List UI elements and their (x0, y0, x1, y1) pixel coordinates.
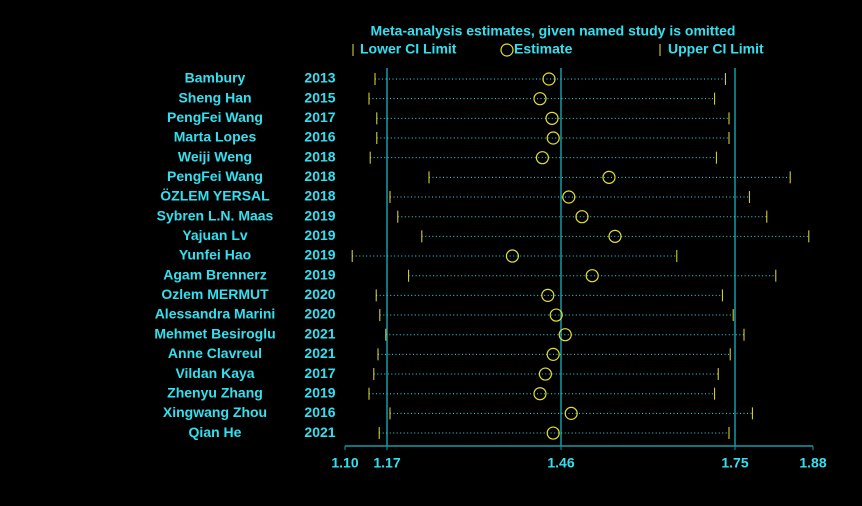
x-tick-label: 1.88 (799, 455, 826, 471)
legend-upper-label: Upper CI Limit (668, 41, 764, 57)
estimate (545, 111, 559, 125)
study-year: 2017 (304, 365, 335, 381)
x-tick-label: 1.75 (721, 455, 748, 471)
legend-estimate-label: Estimate (514, 41, 573, 57)
estimate (585, 269, 599, 283)
estimate (533, 387, 547, 401)
study-year: 2020 (304, 286, 335, 302)
study-name: PengFei Wang (167, 109, 263, 125)
study-name: ÖZLEM YERSAL (160, 188, 270, 204)
estimate (562, 190, 576, 204)
estimate (608, 229, 622, 243)
legend-estimate-mark (500, 43, 514, 57)
study-name: Sybren L.N. Maas (157, 207, 274, 223)
study-year: 2017 (304, 109, 335, 125)
study-name: PengFei Wang (167, 168, 263, 184)
estimate (542, 72, 556, 86)
estimate (535, 151, 550, 165)
study-year: 2020 (304, 306, 335, 322)
legend-lower-label: Lower CI Limit (360, 41, 457, 57)
study-year: 2018 (304, 188, 335, 204)
estimate (505, 249, 520, 263)
study-year: 2016 (304, 129, 335, 145)
study-name: Agam Brennerz (163, 266, 266, 282)
estimate (549, 308, 563, 322)
study-name: Xingwang Zhou (163, 404, 267, 420)
study-year: 2018 (304, 168, 335, 184)
estimate (564, 406, 578, 420)
estimate (602, 170, 616, 184)
estimate (546, 426, 560, 440)
study-name: Alessandra Marini (155, 306, 276, 322)
study-year: 2015 (304, 89, 335, 105)
chart-title: Meta-analysis estimates, given named stu… (371, 23, 736, 39)
estimate (538, 367, 553, 381)
study-name: Anne Clavreul (168, 345, 262, 361)
study-year: 2021 (304, 424, 335, 440)
study-year: 2013 (304, 70, 335, 86)
x-tick-label: 1.10 (331, 455, 358, 471)
study-year: 2016 (304, 404, 335, 420)
study-year: 2021 (304, 345, 335, 361)
study-name: Yajuan Lv (182, 227, 248, 243)
estimate (575, 210, 589, 224)
estimate (558, 328, 572, 342)
study-name: Ozlem MERMUT (161, 286, 269, 302)
estimate (546, 347, 560, 361)
study-name: Marta Lopes (174, 129, 257, 145)
estimate (541, 288, 555, 302)
study-name: Vildan Kaya (175, 365, 254, 381)
x-tick-label: 1.46 (547, 455, 574, 471)
study-name: Zhenyu Zhang (167, 384, 263, 400)
estimate (533, 92, 547, 106)
study-year: 2019 (304, 247, 335, 263)
study-name: Weiji Weng (178, 148, 252, 164)
study-name: Qian He (189, 424, 242, 440)
study-name: Sheng Han (178, 89, 251, 105)
study-name: Yunfei Hao (179, 247, 251, 263)
study-year: 2019 (304, 266, 335, 282)
study-year: 2019 (304, 227, 335, 243)
study-year: 2018 (304, 148, 335, 164)
study-year: 2019 (304, 207, 335, 223)
study-year: 2021 (304, 325, 335, 341)
estimate (546, 131, 560, 145)
study-name: Mehmet Besiroglu (154, 325, 275, 341)
study-year: 2019 (304, 384, 335, 400)
study-name: Bambury (185, 70, 246, 86)
x-tick-label: 1.17 (373, 455, 400, 471)
